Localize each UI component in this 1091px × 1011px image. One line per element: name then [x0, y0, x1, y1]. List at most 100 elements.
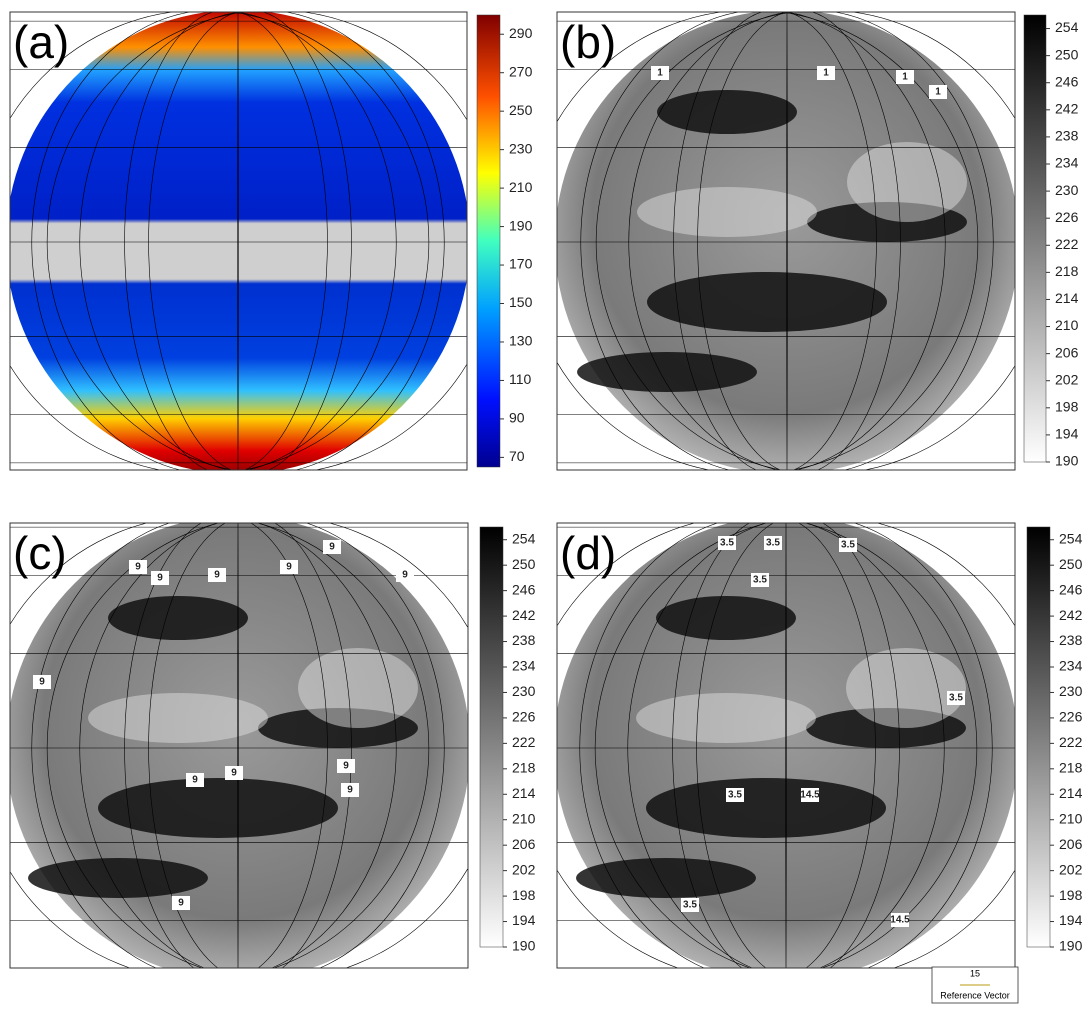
colorbar-tick-label: 226	[512, 709, 536, 725]
contour-label: 1	[902, 72, 908, 83]
reference-value: 15	[970, 968, 980, 978]
dry-region	[576, 858, 756, 898]
panel: (d)2542502462422382342302262222182142102…	[523, 516, 1082, 980]
colorbar-tick-label: 234	[1055, 155, 1079, 171]
colorbar-tick-label: 234	[512, 658, 536, 674]
colorbar	[477, 15, 500, 467]
colorbar-tick-label: 210	[1059, 810, 1083, 826]
colorbar-tick-label: 194	[1059, 912, 1083, 928]
colorbar-tick-label: 250	[1055, 46, 1079, 62]
colorbar-tick-label: 206	[1059, 836, 1083, 852]
contour-label: 3.5	[766, 538, 780, 549]
contour-label: 1	[657, 68, 663, 79]
globe-group	[524, 10, 1050, 474]
contour-label: 9	[231, 768, 237, 779]
colorbar-tick-label: 234	[1059, 658, 1083, 674]
cloud-region	[637, 187, 817, 237]
colorbar-tick-label: 242	[1055, 101, 1079, 117]
colorbar-tick-label: 246	[1059, 581, 1083, 597]
colorbar-tick-label: 190	[1059, 938, 1083, 954]
colorbar-tick-label: 230	[1059, 683, 1083, 699]
contour-label: 9	[157, 573, 163, 584]
colorbar-tick-label: 202	[1059, 861, 1083, 877]
contour-label: 9	[214, 570, 220, 581]
globe-group	[523, 516, 1049, 980]
panel-label: (b)	[560, 16, 616, 68]
contour-label: 9	[329, 542, 335, 553]
colorbar-tick-label: 222	[1059, 734, 1083, 750]
colorbar-tick-label: 202	[1055, 371, 1079, 387]
globe-group	[0, 10, 501, 474]
colorbar-tick-label: 210	[509, 179, 533, 195]
figure: (a)2902702502302101901701501301109070(b)…	[0, 0, 1091, 1006]
colorbar	[480, 527, 503, 947]
colorbar-tick-label: 222	[1055, 236, 1079, 252]
colorbar-tick-label: 238	[1059, 632, 1083, 648]
globe-group	[0, 516, 501, 980]
colorbar-tick-label: 90	[509, 410, 525, 426]
dry-region	[646, 778, 886, 838]
colorbar-tick-label: 218	[512, 760, 536, 776]
contour-label: 9	[402, 570, 408, 581]
colorbar-tick-label: 202	[512, 861, 536, 877]
contour-label: 14.5	[890, 915, 910, 926]
colorbar-tick-label: 190	[512, 938, 536, 954]
colorbar-tick-label: 246	[512, 581, 536, 597]
contour-label: 3.5	[728, 790, 742, 801]
colorbar-tick-label: 254	[1059, 530, 1083, 546]
colorbar-tick-label: 226	[1059, 709, 1083, 725]
cloud-region	[847, 142, 967, 222]
panel-label: (d)	[560, 527, 616, 579]
contour-label: 9	[39, 677, 45, 688]
contour-label: 1	[823, 68, 829, 79]
cloud-region	[636, 693, 816, 743]
colorbar-tick-label: 210	[512, 810, 536, 826]
colorbar-tick-label: 190	[509, 217, 533, 233]
colorbar-tick-label: 270	[509, 63, 533, 79]
colorbar-tick-label: 214	[512, 785, 536, 801]
colorbar-tick-label: 214	[1055, 290, 1079, 306]
colorbar	[1024, 15, 1046, 462]
contour-label: 3.5	[753, 575, 767, 586]
contour-label: 3.5	[841, 540, 855, 551]
colorbar-tick-label: 194	[1055, 426, 1079, 442]
dry-region	[656, 596, 796, 640]
colorbar	[1027, 527, 1050, 947]
colorbar-tick-label: 290	[509, 25, 533, 41]
colorbar-tick-label: 210	[1055, 317, 1079, 333]
colorbar-tick-label: 250	[509, 102, 533, 118]
colorbar-tick-label: 238	[1055, 128, 1079, 144]
colorbar-tick-label: 198	[1059, 887, 1083, 903]
colorbar-tick-label: 238	[512, 632, 536, 648]
contour-label: 9	[192, 775, 198, 786]
contour-label: 9	[135, 562, 141, 573]
colorbar-tick-label: 250	[1059, 556, 1083, 572]
colorbar-tick-label: 254	[1055, 19, 1079, 35]
contour-label: 1	[935, 87, 941, 98]
colorbar-tick-label: 246	[1055, 73, 1079, 89]
contour-label: 3.5	[949, 693, 963, 704]
colorbar-tick-label: 70	[509, 448, 525, 464]
cloud-region	[846, 648, 966, 728]
colorbar-tick-label: 222	[512, 734, 536, 750]
colorbar-tick-label: 230	[509, 140, 533, 156]
contour-label: 9	[347, 785, 353, 796]
colorbar-tick-label: 254	[512, 530, 536, 546]
dry-region	[28, 858, 208, 898]
colorbar-tick-label: 150	[509, 294, 533, 310]
dry-region	[108, 596, 248, 640]
contour-label: 9	[343, 761, 349, 772]
colorbar-tick-label: 198	[512, 887, 536, 903]
colorbar-tick-label: 190	[1055, 453, 1079, 469]
colorbar-tick-label: 170	[509, 256, 533, 272]
dry-region	[647, 272, 887, 332]
colorbar-tick-label: 242	[1059, 607, 1083, 623]
contour-label: 9	[178, 898, 184, 909]
panel-label: (c)	[13, 527, 67, 579]
dry-region	[657, 90, 797, 134]
colorbar-tick-label: 250	[512, 556, 536, 572]
colorbar-tick-label: 206	[512, 836, 536, 852]
colorbar-tick-label: 198	[1055, 399, 1079, 415]
colorbar-tick-label: 230	[512, 683, 536, 699]
